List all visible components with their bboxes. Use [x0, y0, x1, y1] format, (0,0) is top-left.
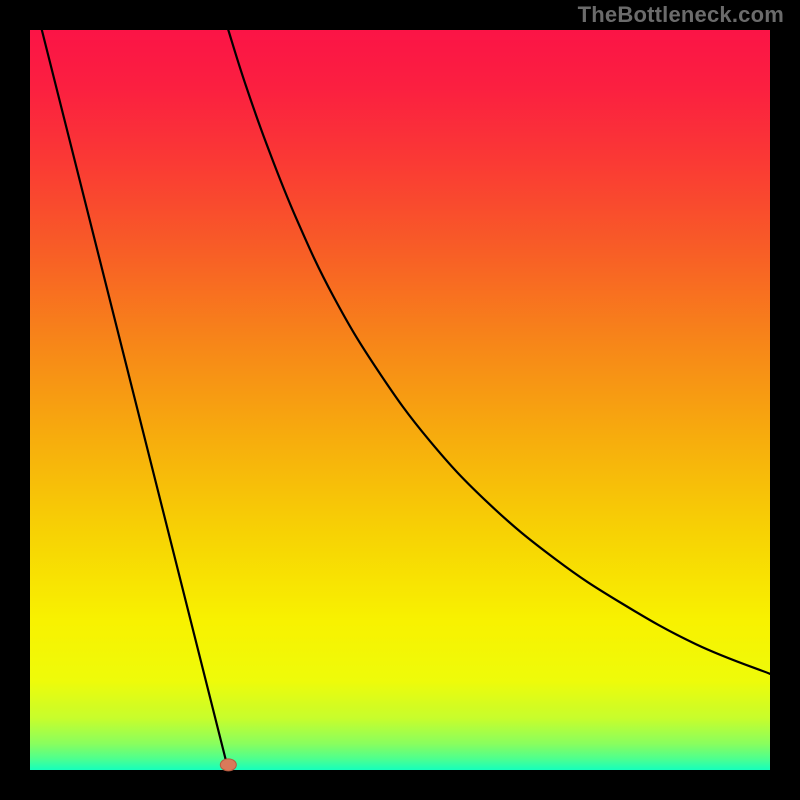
watermark-text: TheBottleneck.com: [578, 2, 784, 28]
minimum-marker: [220, 759, 236, 771]
bottleneck-chart: [0, 0, 800, 800]
gradient-background: [30, 30, 770, 770]
